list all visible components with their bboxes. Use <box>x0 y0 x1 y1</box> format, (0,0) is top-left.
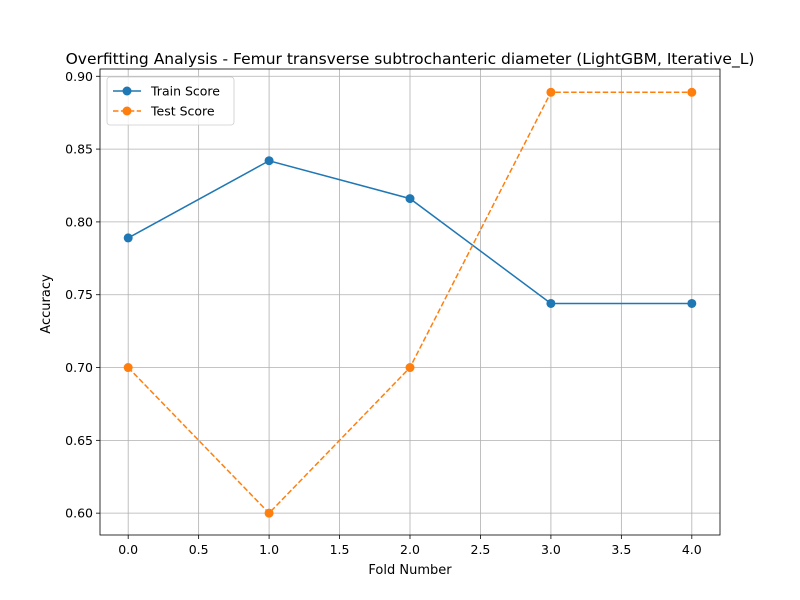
legend-label-0: Train Score <box>150 84 220 99</box>
data-point-1 <box>687 87 697 97</box>
legend-marker-0 <box>122 86 132 96</box>
y-tick-label: 0.70 <box>65 360 93 375</box>
data-point-0 <box>687 298 697 308</box>
x-tick-label: 2.0 <box>400 542 420 557</box>
y-tick-label: 0.90 <box>65 69 93 84</box>
legend-marker-1 <box>122 106 132 116</box>
y-tick-label: 0.60 <box>65 506 93 521</box>
data-point-0 <box>405 194 415 204</box>
x-tick-label: 3.5 <box>611 542 631 557</box>
x-tick-label: 1.0 <box>259 542 279 557</box>
data-point-0 <box>264 156 274 166</box>
plot-area: 0.0 0.5 1.0 1.5 2.0 2.5 3.0 3.5 4.0 0.60 0.65 0.70 0… <box>65 68 721 557</box>
y-tick-label: 0.85 <box>65 142 93 157</box>
data-point-1 <box>405 363 415 373</box>
data-point-0 <box>546 298 556 308</box>
x-axis-label: Fold Number <box>368 563 452 578</box>
chart-title: Overfitting Analysis - Femur transverse … <box>66 50 755 69</box>
x-tick-label: 3.0 <box>541 542 561 557</box>
data-point-1 <box>123 363 133 373</box>
y-tick-label: 0.75 <box>65 287 93 302</box>
data-point-1 <box>546 87 556 97</box>
data-point-1 <box>264 508 274 518</box>
legend-label-1: Test Score <box>150 104 215 119</box>
x-tick-label: 2.5 <box>471 542 491 557</box>
legend: Train Score Test Score <box>106 76 235 126</box>
x-tick-label: 0.0 <box>118 542 138 557</box>
y-tick-label: 0.65 <box>65 433 93 448</box>
y-axis-label: Accuracy <box>39 274 54 334</box>
legend-frame <box>106 76 235 126</box>
x-tick-label: 4.0 <box>682 542 702 557</box>
y-tick-label: 0.80 <box>65 214 93 229</box>
x-tick-label: 0.5 <box>189 542 209 557</box>
x-tick-label: 1.5 <box>330 542 350 557</box>
data-point-0 <box>123 233 133 243</box>
